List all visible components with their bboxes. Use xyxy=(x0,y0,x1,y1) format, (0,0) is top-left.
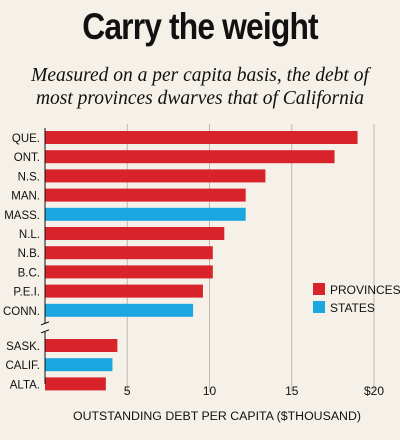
bar-13 xyxy=(45,377,106,391)
category-label-12: CALIF. xyxy=(5,360,40,372)
legend-swatch-province xyxy=(313,283,325,295)
category-label-9: P.E.I. xyxy=(13,287,40,299)
chart-subtitle: Measured on a per capita basis, the debt… xyxy=(0,64,400,110)
x-axis-title: OUTSTANDING DEBT PER CAPITA ($THOUSAND) xyxy=(73,411,361,423)
subtitle-line-1: Measured on a per capita basis, the debt… xyxy=(31,65,369,86)
category-label-7: N.B. xyxy=(18,248,40,260)
category-label-5: MASS. xyxy=(4,210,40,222)
category-label-8: B.C. xyxy=(18,267,40,279)
bar-4 xyxy=(45,188,246,202)
category-label-2: ONT. xyxy=(14,152,40,164)
bar-5 xyxy=(45,207,246,221)
bar-1 xyxy=(45,131,358,144)
category-label-3: N.S. xyxy=(18,171,40,183)
tick-label-3: 15 xyxy=(285,384,299,398)
bar-12 xyxy=(45,358,113,372)
category-label-6: N.L. xyxy=(19,229,40,241)
chart-title: Carry the weight xyxy=(82,6,318,47)
bar-7 xyxy=(45,246,213,260)
category-label-4: MAN. xyxy=(11,191,40,203)
tick-label-1: 5 xyxy=(124,384,131,398)
bar-9 xyxy=(45,284,203,298)
bar-10 xyxy=(45,303,194,317)
category-label-11: SASK. xyxy=(6,341,40,353)
legend-label-state: STATES xyxy=(330,301,375,315)
subtitle-line-2: most provinces dwarves that of Californi… xyxy=(35,88,365,109)
category-label-1: QUE. xyxy=(12,133,40,145)
category-label-13: ALTA. xyxy=(10,379,40,391)
bar-8 xyxy=(45,265,213,279)
bar-3 xyxy=(45,169,266,183)
bar-6 xyxy=(45,227,225,240)
bar-2 xyxy=(45,150,335,164)
tick-label-2: 10 xyxy=(203,384,217,398)
legend-swatch-state xyxy=(313,301,325,313)
axis-break-mark-2 xyxy=(40,329,50,334)
tick-label-4: $20 xyxy=(364,384,384,398)
bar-11 xyxy=(45,339,118,352)
axis-break-mark-1 xyxy=(40,321,50,326)
category-label-10: CONN. xyxy=(3,306,40,318)
legend-label-province: PROVINCES xyxy=(330,283,400,297)
